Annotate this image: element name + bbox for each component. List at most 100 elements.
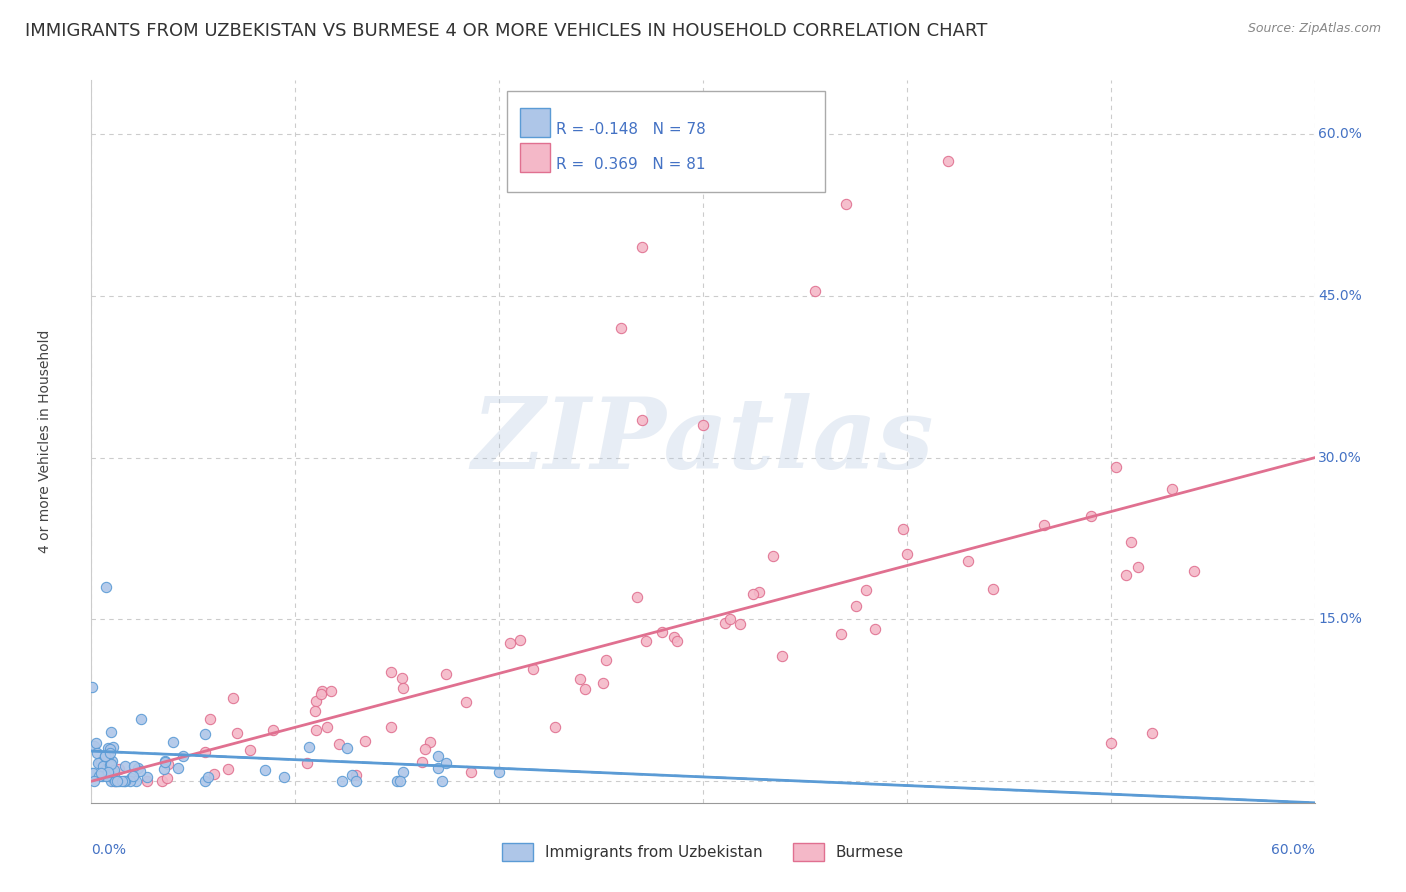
Point [315,720,337,734]
Point [1033,517,1056,532]
Point [153,756,176,770]
Point [108,762,131,776]
Point [194,745,217,759]
Point [91,758,114,772]
Point [1182,565,1205,579]
Point [1105,459,1128,474]
Point [728,617,751,632]
Point [456,695,478,709]
Point [522,662,544,676]
Point [354,733,377,747]
Point [90,766,112,780]
Point [112,774,135,789]
Point [762,549,785,563]
Point [103,764,125,778]
Text: 45.0%: 45.0% [1319,289,1362,303]
Legend: Immigrants from Uzbekistan, Burmese: Immigrants from Uzbekistan, Burmese [496,837,910,867]
Point [305,723,328,738]
Point [120,771,142,785]
Point [896,547,918,561]
Point [97,765,120,780]
Point [411,755,433,769]
Point [592,675,614,690]
Point [100,756,122,771]
Point [427,748,450,763]
Point [770,648,793,663]
Point [153,754,176,768]
Point [194,727,217,741]
Point [101,739,124,754]
Point [311,687,333,701]
Point [336,741,359,756]
Point [610,321,633,335]
Point [136,770,159,784]
Point [434,666,457,681]
Point [253,764,276,778]
Point [194,774,217,789]
Point [127,761,149,775]
Point [98,742,121,756]
Point [128,764,150,779]
Point [380,720,402,734]
Point [1080,508,1102,523]
Point [80,766,103,780]
Point [666,633,689,648]
Point [114,774,136,789]
Point [104,774,127,789]
Point [509,633,531,648]
Point [574,681,596,696]
Point [430,774,453,789]
Point [97,741,120,756]
Text: 0.0%: 0.0% [91,843,127,856]
Point [346,774,368,789]
Point [718,612,741,626]
Point [103,774,125,789]
Point [104,774,127,789]
Point [111,774,134,789]
Point [83,774,105,789]
Point [748,584,770,599]
Point [90,756,112,770]
Point [93,749,115,764]
Point [94,749,117,764]
Point [100,774,122,789]
Point [94,769,117,783]
Point [98,758,121,772]
Text: IMMIGRANTS FROM UZBEKISTAN VS BURMESE 4 OR MORE VEHICLES IN HOUSEHOLD CORRELATIO: IMMIGRANTS FROM UZBEKISTAN VS BURMESE 4 … [25,22,987,40]
Point [419,735,441,749]
Point [863,622,886,636]
Point [98,768,121,782]
Point [434,756,457,771]
Point [135,774,157,789]
Point [262,723,284,737]
Point [391,681,413,696]
Point [100,724,122,739]
Text: 15.0%: 15.0% [1319,613,1362,626]
Point [86,747,108,761]
Point [82,766,104,780]
Point [157,756,180,771]
Point [97,748,120,763]
Text: Source: ZipAtlas.com: Source: ZipAtlas.com [1247,22,1381,36]
Text: R = -0.148   N = 78: R = -0.148 N = 78 [557,122,706,137]
Point [956,554,979,568]
Point [330,774,353,789]
Point [1115,567,1137,582]
Point [217,762,239,776]
Point [298,739,321,754]
Point [166,761,188,775]
Point [172,748,194,763]
Point [804,284,827,298]
Point [162,735,184,749]
Point [488,765,510,780]
Point [90,769,112,783]
Text: 30.0%: 30.0% [1319,450,1362,465]
Point [634,634,657,648]
Point [891,522,914,536]
Point [122,759,145,773]
Point [385,774,409,789]
Point [981,582,1004,596]
Point [835,197,858,211]
Point [197,770,219,784]
Text: 60.0%: 60.0% [1319,128,1362,141]
